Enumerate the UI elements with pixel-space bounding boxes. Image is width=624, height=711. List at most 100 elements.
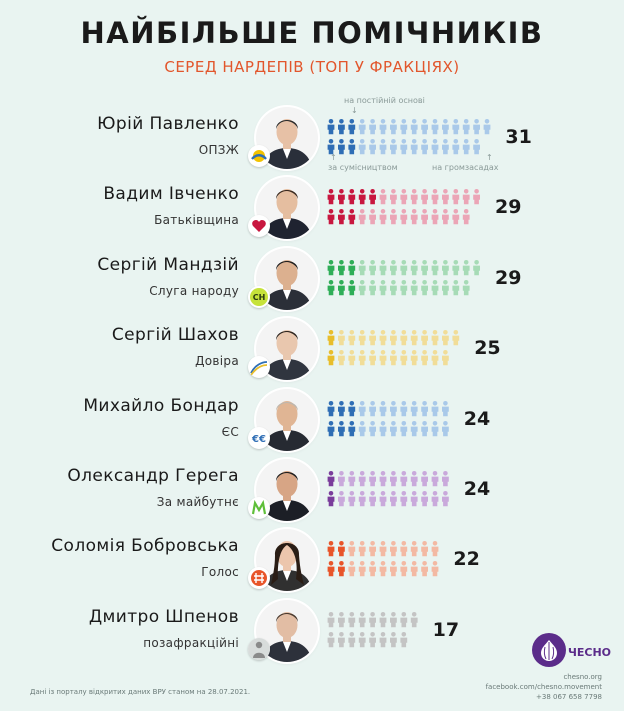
assistant-count: 17 bbox=[432, 619, 460, 641]
mp-name: Вадим Івченко bbox=[103, 184, 239, 204]
assistant-icon bbox=[338, 632, 345, 648]
assistant-icon bbox=[348, 561, 356, 577]
assistant-icon bbox=[327, 561, 335, 577]
assistant-icon bbox=[442, 401, 449, 417]
assistant-icon bbox=[379, 260, 387, 276]
assistant-icon bbox=[379, 541, 387, 557]
assistant-icon bbox=[400, 401, 408, 417]
assistant-icon bbox=[390, 139, 397, 155]
assistant-icon bbox=[390, 330, 397, 346]
assistant-icon bbox=[390, 632, 397, 648]
heart-logo-icon bbox=[248, 215, 270, 237]
assistant-icon bbox=[348, 612, 356, 628]
assistant-icon bbox=[327, 421, 335, 437]
assistant-icon bbox=[431, 541, 439, 557]
assistant-icon bbox=[421, 189, 428, 205]
assistant-icon bbox=[390, 209, 397, 225]
legend-volunteer: на громзасадах bbox=[432, 163, 499, 172]
assistant-icon bbox=[379, 421, 387, 437]
assistant-count: 25 bbox=[474, 337, 501, 359]
assistant-icon bbox=[379, 632, 387, 648]
assistant-icon bbox=[452, 209, 460, 225]
faction-label: За майбутнє bbox=[156, 495, 239, 509]
contact-website[interactable]: chesno.org bbox=[563, 673, 602, 681]
assistant-icon bbox=[390, 260, 397, 276]
assistant-icon bbox=[462, 139, 470, 155]
mp-photo bbox=[256, 389, 318, 451]
assistant-icon bbox=[369, 612, 376, 628]
assistant-icon bbox=[338, 612, 345, 628]
assistant-icon bbox=[421, 260, 428, 276]
assistant-icon bbox=[338, 401, 345, 417]
assistant-icon bbox=[327, 541, 335, 557]
assistant-icon bbox=[327, 260, 335, 276]
assistant-icon bbox=[410, 421, 418, 437]
assistant-icon bbox=[379, 139, 387, 155]
assistant-icon bbox=[348, 350, 356, 366]
assistant-icon bbox=[327, 632, 335, 648]
assistant-icon bbox=[442, 471, 449, 487]
assistant-icon bbox=[379, 119, 387, 135]
assistant-icon bbox=[431, 491, 439, 507]
assistant-icon bbox=[431, 119, 439, 135]
chesno-logo-icon bbox=[532, 633, 566, 667]
assistant-icon bbox=[400, 491, 408, 507]
assistant-icon bbox=[369, 280, 376, 296]
assistant-icon bbox=[358, 541, 366, 557]
assistant-icon bbox=[369, 139, 376, 155]
assistant-count: 24 bbox=[463, 478, 491, 500]
assistant-icon bbox=[473, 189, 480, 205]
assistant-icon bbox=[421, 401, 428, 417]
assistant-icon bbox=[369, 260, 376, 276]
chart-row: Сергій Мандзій Слуга народу СН 29 bbox=[0, 248, 624, 314]
contacts-block: chesno.org facebook.com/chesno.movement … bbox=[486, 672, 602, 702]
assistant-icon bbox=[400, 541, 408, 557]
assistant-icon bbox=[400, 561, 408, 577]
assistant-icon bbox=[452, 189, 460, 205]
assistant-icon bbox=[358, 401, 366, 417]
page-subtitle: СЕРЕД НАРДЕПІВ (ТОП У ФРАКЦІЯХ) bbox=[164, 58, 460, 76]
assistant-icon bbox=[379, 280, 387, 296]
chart-row: Соломія Бобровська Голос 22 bbox=[0, 529, 624, 595]
assistant-icon bbox=[410, 471, 418, 487]
assistant-icon bbox=[442, 189, 449, 205]
assistant-icon bbox=[410, 612, 418, 628]
assistant-icon bbox=[431, 139, 439, 155]
assistant-icon bbox=[358, 139, 366, 155]
assistant-icon bbox=[410, 330, 418, 346]
mp-name: Дмитро Шпенов bbox=[88, 607, 239, 627]
assistant-icon bbox=[327, 612, 335, 628]
assistant-icon bbox=[358, 260, 366, 276]
mp-name: Михайло Бондар bbox=[83, 396, 239, 416]
assistant-icon bbox=[348, 632, 356, 648]
assistant-icons bbox=[327, 117, 527, 161]
assistant-icon bbox=[442, 260, 449, 276]
assistant-icon bbox=[442, 421, 449, 437]
faction-label: Слуга народу bbox=[149, 284, 239, 298]
assistant-icon bbox=[379, 350, 387, 366]
contact-facebook[interactable]: facebook.com/chesno.movement bbox=[485, 683, 602, 691]
assistant-icon bbox=[442, 139, 449, 155]
assistant-icon bbox=[338, 209, 345, 225]
assistant-icon bbox=[379, 612, 387, 628]
assistant-icon bbox=[369, 541, 376, 557]
assistant-icon bbox=[452, 119, 460, 135]
assistant-icon bbox=[327, 209, 335, 225]
assistant-icon bbox=[327, 330, 335, 346]
assistant-icon bbox=[473, 139, 480, 155]
assistant-icon bbox=[348, 330, 356, 346]
es-logo-icon: €€ bbox=[248, 427, 270, 449]
person-logo-icon bbox=[248, 638, 270, 660]
assistant-icon bbox=[369, 119, 376, 135]
assistant-icon bbox=[390, 612, 397, 628]
assistant-icon bbox=[462, 209, 470, 225]
assistant-icon bbox=[348, 401, 356, 417]
assistant-icon bbox=[421, 471, 428, 487]
assistant-icon bbox=[410, 280, 418, 296]
chart-row: Сергій Шахов Довіра 25 bbox=[0, 318, 624, 384]
za-maybutnie-logo-icon bbox=[248, 497, 270, 519]
assistant-count: 24 bbox=[463, 408, 491, 430]
chart-row: Юрій Павленко ОПЗЖ 31 bbox=[0, 107, 624, 173]
assistant-icons bbox=[327, 258, 527, 302]
assistant-icon bbox=[390, 471, 397, 487]
